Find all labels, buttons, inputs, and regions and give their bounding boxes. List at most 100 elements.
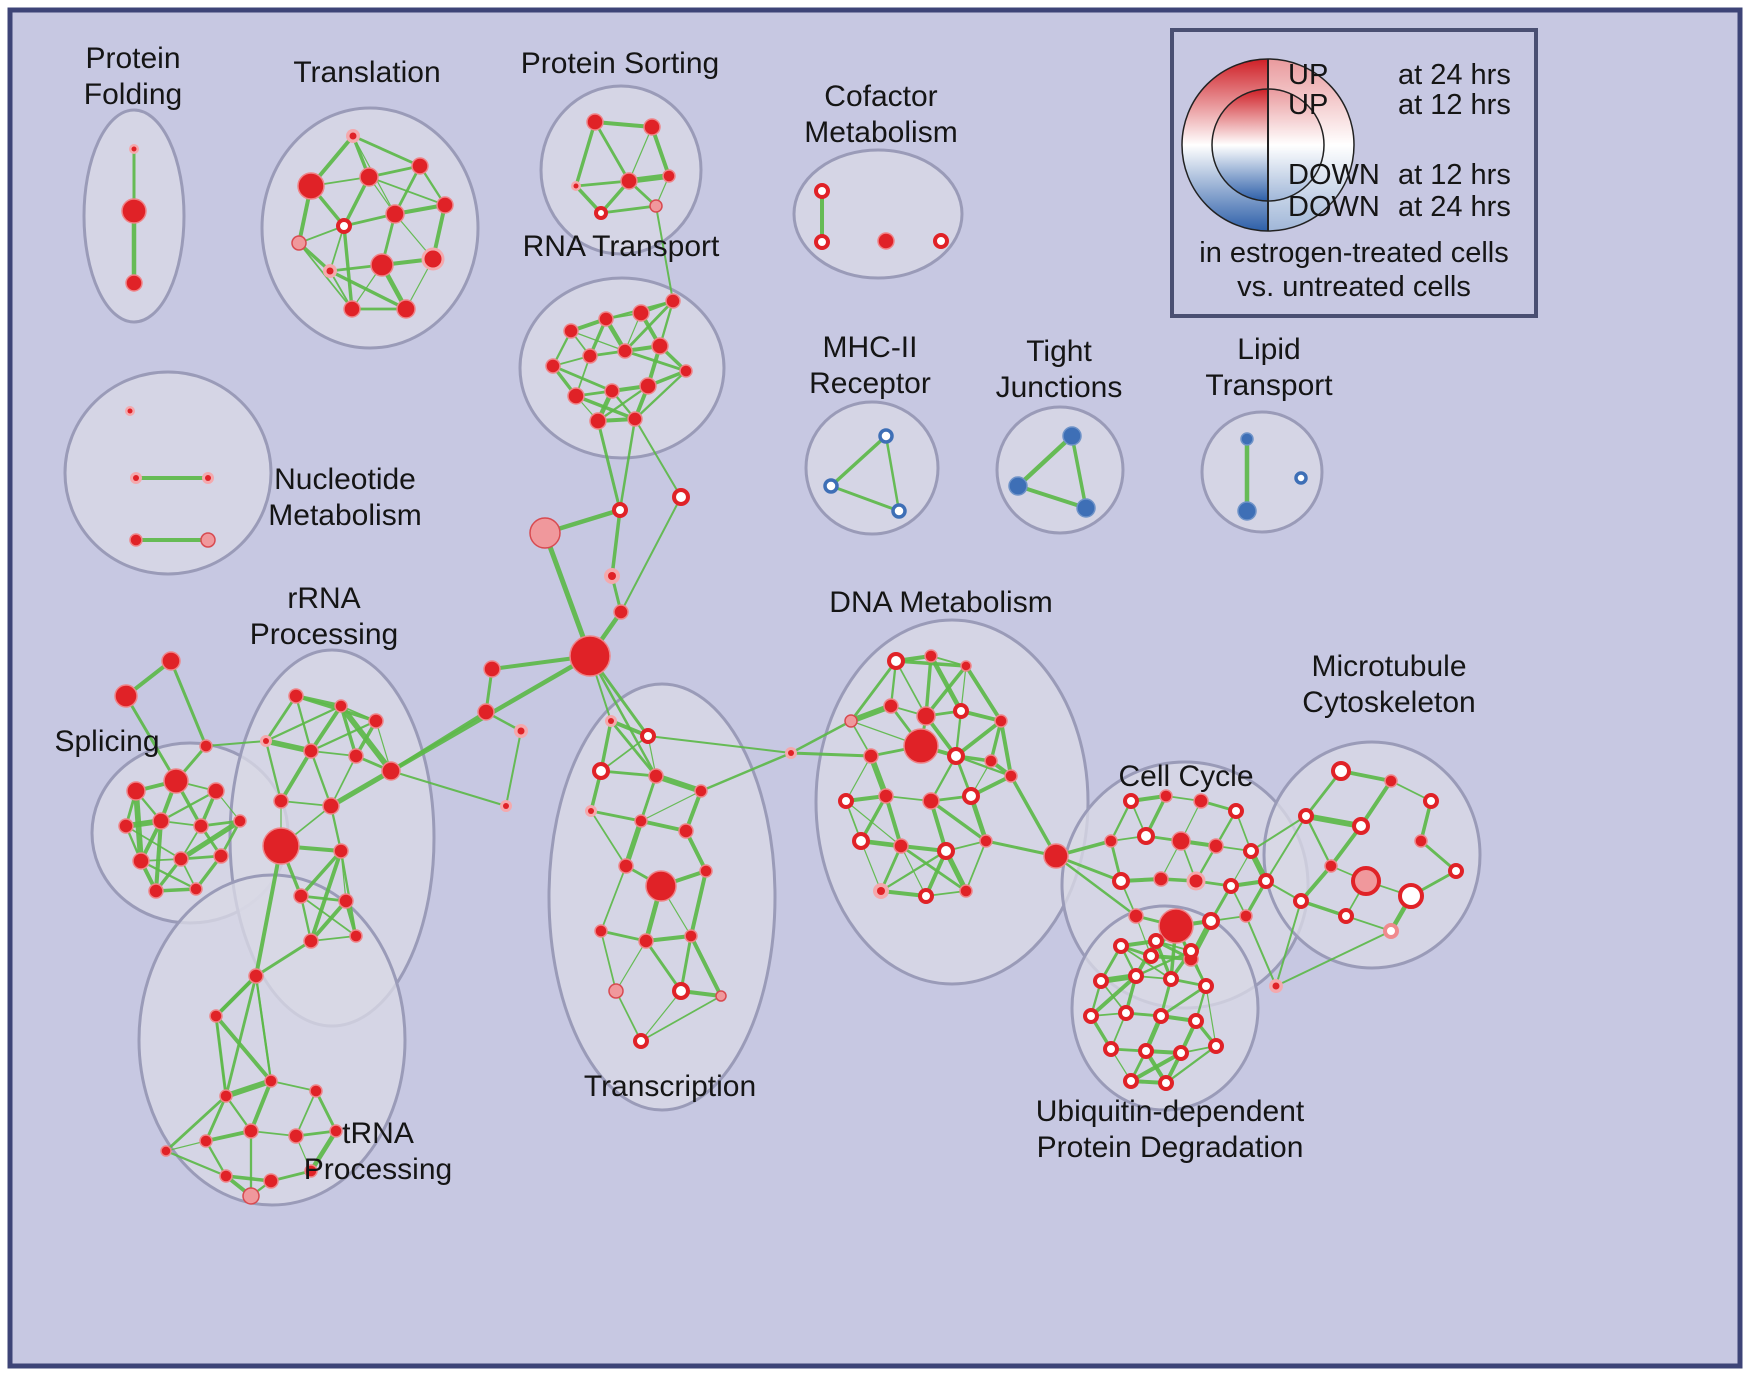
network-node — [1294, 471, 1308, 485]
network-edge — [600, 930, 617, 992]
network-edge — [330, 755, 357, 807]
network-node — [163, 768, 189, 794]
network-node — [953, 703, 969, 719]
network-edge — [644, 939, 683, 993]
network-edge — [615, 990, 642, 1042]
tight-junctions-label: Junctions — [996, 371, 1123, 404]
microtubule-cytoskeleton-label: Microtubule — [1311, 650, 1466, 683]
network-node — [309, 1084, 323, 1098]
network-node — [293, 888, 309, 904]
network-edge — [279, 749, 313, 803]
network-node — [640, 728, 656, 744]
network-node — [288, 688, 304, 704]
network-node — [322, 797, 340, 815]
network-node — [1159, 789, 1173, 803]
legend-direction-label: DOWN — [1288, 159, 1380, 191]
network-edge — [633, 369, 688, 421]
network-edge — [1120, 945, 1172, 980]
network-node — [863, 748, 879, 764]
network-node — [627, 411, 643, 427]
network-node-core — [326, 267, 334, 275]
legend-ring-pale-half — [1268, 59, 1354, 231]
network-node — [1324, 859, 1338, 873]
cell-cycle-label: Cell Cycle — [1118, 760, 1253, 793]
network-edge — [634, 418, 682, 498]
network-node — [1208, 838, 1224, 854]
network-edge — [264, 739, 283, 803]
network-edge — [954, 719, 1003, 758]
network-edge — [640, 790, 702, 822]
network-node — [1093, 973, 1109, 989]
network-edge — [178, 818, 243, 862]
network-node — [699, 864, 713, 878]
network-node — [878, 788, 894, 804]
network-edge — [309, 719, 378, 753]
network-edge — [849, 659, 898, 723]
rna-transport-label: RNA Transport — [523, 230, 720, 263]
network-edge — [159, 789, 218, 823]
network-node — [209, 1009, 223, 1023]
network-edge — [169, 659, 208, 748]
network-edge — [600, 735, 649, 772]
network-edge — [965, 840, 987, 892]
network-edge — [299, 849, 343, 898]
network-node — [662, 169, 676, 183]
network-node — [1173, 1045, 1189, 1061]
network-edge — [879, 844, 903, 893]
network-node — [126, 781, 146, 801]
network-node-core — [788, 750, 794, 756]
network-node — [684, 929, 698, 943]
network-edge — [574, 394, 637, 421]
network-node — [1128, 908, 1144, 924]
network-edge — [351, 134, 422, 168]
network-node — [715, 990, 727, 1002]
network-node — [1293, 893, 1309, 909]
network-edge — [328, 269, 408, 311]
nucleotide-metabolism-region — [63, 370, 273, 576]
network-node — [594, 206, 608, 220]
nucleotide-metabolism-label: Metabolism — [268, 499, 421, 532]
network-node — [679, 364, 693, 378]
network-edge — [1089, 974, 1138, 1018]
network-node — [916, 706, 936, 726]
mhc-ii-receptor-label: Receptor — [809, 367, 931, 400]
network-node — [1163, 971, 1179, 987]
network-edge — [298, 225, 345, 244]
network-node — [823, 478, 839, 494]
network-node — [343, 300, 361, 318]
network-edge — [1164, 1044, 1218, 1085]
network-node — [1351, 866, 1381, 896]
network-node — [1243, 843, 1259, 859]
legend-footnote: in estrogen-treated cells — [1199, 237, 1509, 269]
network-node — [248, 968, 264, 984]
network-edge — [1009, 774, 1058, 858]
network-node — [132, 852, 150, 870]
network-edge — [264, 694, 298, 743]
network-edge — [689, 869, 708, 938]
network-edge — [623, 349, 688, 373]
network-node — [887, 652, 905, 670]
network-node — [643, 118, 661, 136]
network-node — [594, 924, 608, 938]
network-edge — [623, 818, 644, 869]
network-edge — [574, 120, 597, 188]
network-node — [1223, 878, 1239, 894]
network-node — [1352, 817, 1370, 835]
network-edge — [264, 704, 343, 743]
network-node — [1237, 501, 1257, 521]
network-node — [852, 832, 870, 850]
network-node — [288, 1128, 304, 1144]
network-edge — [309, 749, 333, 808]
network-edge — [954, 754, 1013, 778]
network-node — [1143, 948, 1159, 964]
network-edge — [254, 939, 313, 978]
network-node-core — [588, 808, 594, 814]
network-edge — [164, 1149, 228, 1178]
network-edge — [139, 859, 198, 891]
network-edge — [964, 664, 1003, 723]
network-node — [297, 172, 325, 200]
legend-direction-label: UP — [1288, 59, 1328, 91]
network-node — [1208, 1038, 1224, 1054]
network-edge — [593, 120, 654, 129]
network-node — [1128, 968, 1144, 984]
